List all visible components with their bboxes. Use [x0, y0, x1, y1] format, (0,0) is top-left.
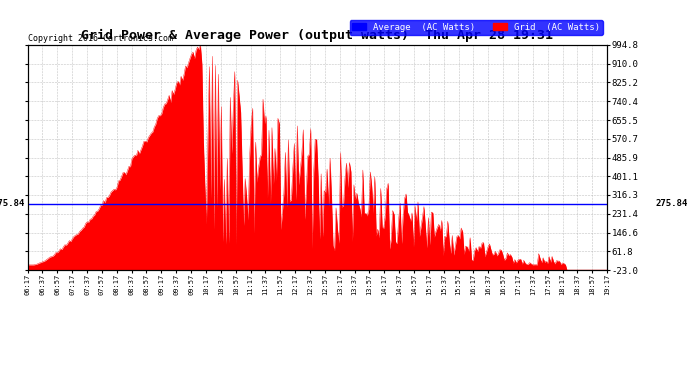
Text: 275.84: 275.84 — [656, 200, 688, 208]
Text: 275.84: 275.84 — [0, 200, 25, 208]
Legend: Average  (AC Watts), Grid  (AC Watts): Average (AC Watts), Grid (AC Watts) — [350, 20, 602, 34]
Title: Grid Power & Average Power (output watts)  Thu Apr 28 19:31: Grid Power & Average Power (output watts… — [81, 29, 553, 42]
Text: Copyright 2016 Cartronics.com: Copyright 2016 Cartronics.com — [28, 34, 173, 43]
